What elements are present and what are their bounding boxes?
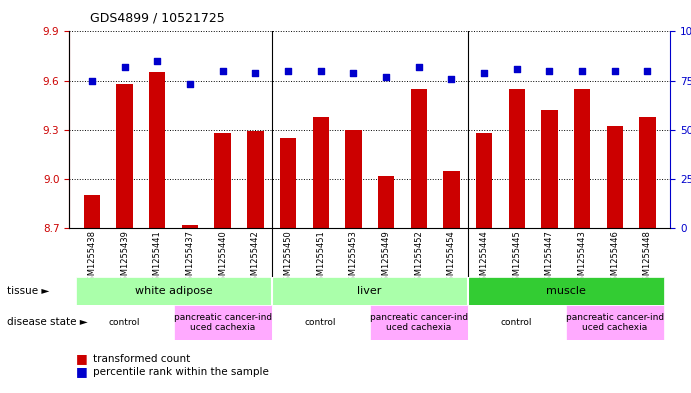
Bar <box>117 84 133 228</box>
Bar <box>370 305 468 340</box>
Text: pancreatic cancer-ind
uced cachexia: pancreatic cancer-ind uced cachexia <box>173 312 272 332</box>
Text: GSM1255453: GSM1255453 <box>349 230 358 286</box>
Text: GSM1255439: GSM1255439 <box>120 230 129 286</box>
Bar <box>509 89 525 228</box>
Point <box>642 68 653 74</box>
Bar <box>247 131 263 228</box>
Text: GSM1255441: GSM1255441 <box>153 230 162 286</box>
Point <box>446 75 457 82</box>
Bar <box>346 130 361 228</box>
Bar <box>312 117 329 228</box>
Text: GSM1255438: GSM1255438 <box>88 230 97 286</box>
Point <box>413 64 424 70</box>
Bar <box>607 127 623 228</box>
Text: GDS4899 / 10521725: GDS4899 / 10521725 <box>90 12 225 25</box>
Point <box>544 68 555 74</box>
Text: GSM1255444: GSM1255444 <box>480 230 489 286</box>
Point <box>315 68 326 74</box>
Text: ■: ■ <box>76 352 92 365</box>
Bar <box>272 305 370 340</box>
Bar <box>410 89 427 228</box>
Bar <box>443 171 460 228</box>
Point <box>152 58 163 64</box>
Bar <box>182 225 198 228</box>
Bar <box>280 138 296 228</box>
Text: GSM1255454: GSM1255454 <box>447 230 456 286</box>
Bar <box>639 117 656 228</box>
Point <box>119 64 130 70</box>
Point <box>283 68 294 74</box>
Text: GSM1255448: GSM1255448 <box>643 230 652 286</box>
Text: white adipose: white adipose <box>135 286 212 296</box>
Bar <box>574 89 590 228</box>
Text: GSM1255442: GSM1255442 <box>251 230 260 286</box>
Text: ■: ■ <box>76 365 92 378</box>
Point <box>184 81 196 88</box>
Point <box>381 73 392 80</box>
Point <box>217 68 228 74</box>
Text: pancreatic cancer-ind
uced cachexia: pancreatic cancer-ind uced cachexia <box>370 312 468 332</box>
Text: liver: liver <box>357 286 382 296</box>
Bar <box>566 305 664 340</box>
Bar <box>84 195 100 228</box>
Text: control: control <box>305 318 337 327</box>
Text: disease state ►: disease state ► <box>7 317 88 327</box>
Bar <box>378 176 394 228</box>
Text: GSM1255437: GSM1255437 <box>185 230 194 286</box>
Text: transformed count: transformed count <box>93 354 191 364</box>
Text: percentile rank within the sample: percentile rank within the sample <box>93 367 269 377</box>
Bar <box>476 133 492 228</box>
Point <box>86 77 97 84</box>
Bar <box>75 277 272 305</box>
Bar <box>149 72 165 228</box>
Point <box>348 70 359 76</box>
Bar <box>214 133 231 228</box>
Bar <box>468 277 664 305</box>
Point <box>478 70 489 76</box>
Text: GSM1255452: GSM1255452 <box>414 230 423 286</box>
Text: GSM1255446: GSM1255446 <box>610 230 619 286</box>
Point <box>250 70 261 76</box>
Bar <box>173 305 272 340</box>
Point <box>609 68 621 74</box>
Text: GSM1255449: GSM1255449 <box>381 230 390 286</box>
Text: GSM1255440: GSM1255440 <box>218 230 227 286</box>
Text: GSM1255450: GSM1255450 <box>283 230 292 286</box>
Bar <box>75 305 173 340</box>
Text: GSM1255451: GSM1255451 <box>316 230 325 286</box>
Bar <box>541 110 558 228</box>
Text: muscle: muscle <box>546 286 586 296</box>
Bar <box>468 305 566 340</box>
Point <box>576 68 587 74</box>
Text: control: control <box>109 318 140 327</box>
Text: control: control <box>501 318 533 327</box>
Text: tissue ►: tissue ► <box>7 286 49 296</box>
Text: GSM1255447: GSM1255447 <box>545 230 554 286</box>
Bar <box>272 277 468 305</box>
Point <box>511 66 522 72</box>
Text: GSM1255443: GSM1255443 <box>578 230 587 286</box>
Text: pancreatic cancer-ind
uced cachexia: pancreatic cancer-ind uced cachexia <box>566 312 664 332</box>
Text: GSM1255445: GSM1255445 <box>512 230 521 286</box>
